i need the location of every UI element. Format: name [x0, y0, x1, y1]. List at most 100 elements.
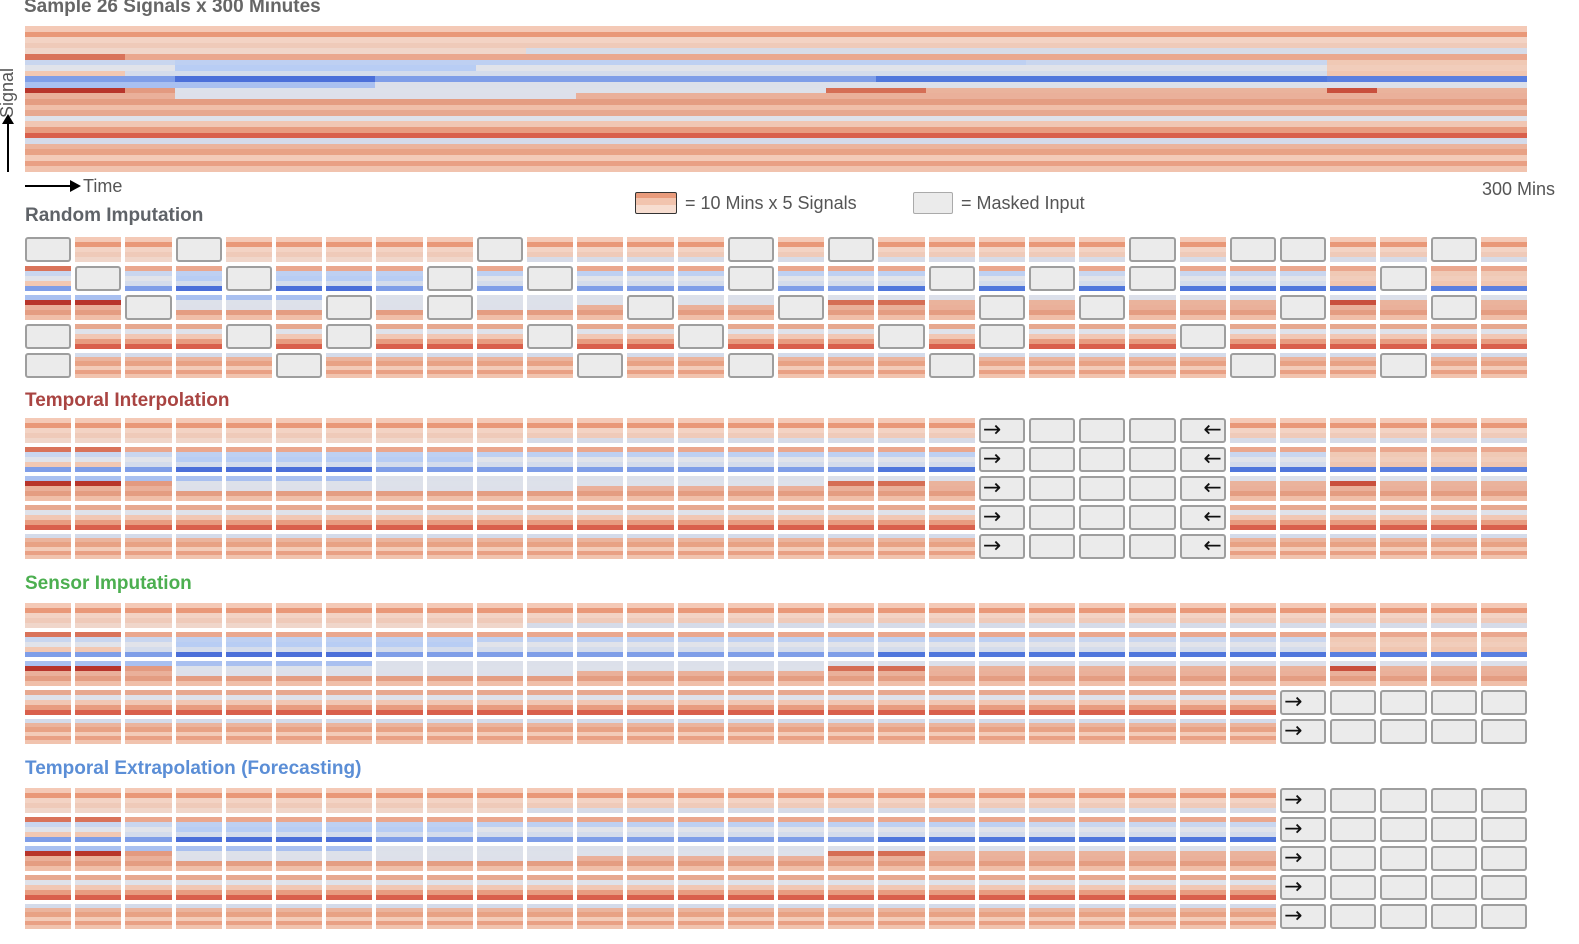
- data-block: [1330, 603, 1377, 628]
- data-block: [1129, 904, 1176, 929]
- data-block: [376, 788, 423, 813]
- data-block: [276, 603, 323, 628]
- arrow-right-icon: →: [982, 418, 1002, 443]
- data-block: [125, 447, 172, 472]
- data-block: [677, 353, 724, 378]
- data-block: [125, 788, 172, 813]
- data-block: [1229, 719, 1276, 744]
- data-block: [677, 719, 724, 744]
- data-block: [175, 690, 222, 715]
- data-block: [727, 324, 774, 349]
- masked-block: →: [978, 476, 1025, 501]
- masked-block: [276, 353, 323, 378]
- data-block: [878, 904, 925, 929]
- heatmap-signal-row: [25, 54, 1527, 60]
- data-block: [125, 875, 172, 900]
- heatmap-signal-row: [25, 132, 1527, 139]
- data-block: [527, 418, 574, 443]
- data-block: [1079, 237, 1126, 262]
- masked-block: [1330, 904, 1377, 929]
- data-block: [1480, 418, 1527, 443]
- data-block: [75, 904, 122, 929]
- data-block: [627, 476, 674, 501]
- masked-block: [677, 324, 724, 349]
- data-block: [476, 661, 523, 686]
- data-block: [727, 476, 774, 501]
- data-block: [828, 295, 875, 320]
- data-block: [225, 476, 272, 501]
- data-block: [1330, 447, 1377, 472]
- masked-block: [75, 266, 122, 291]
- x-axis-end-label: 300 Mins: [1482, 179, 1556, 199]
- data-block: [778, 875, 825, 900]
- data-block: [878, 846, 925, 871]
- data-block: [677, 632, 724, 657]
- heatmap-signal-row: [25, 138, 1527, 144]
- data-block: [878, 447, 925, 472]
- data-block: [1480, 661, 1527, 686]
- data-block: [476, 353, 523, 378]
- data-block: [627, 447, 674, 472]
- data-block: [125, 534, 172, 559]
- data-block: [1330, 418, 1377, 443]
- data-block: [426, 875, 473, 900]
- data-block: [577, 817, 624, 842]
- data-block: [1380, 603, 1427, 628]
- data-block: [25, 690, 72, 715]
- data-block: [376, 237, 423, 262]
- data-block: [75, 846, 122, 871]
- data-block: [1179, 661, 1226, 686]
- data-block: [928, 719, 975, 744]
- data-block: [75, 661, 122, 686]
- data-block: [1380, 505, 1427, 530]
- data-block: [326, 788, 373, 813]
- data-block: [978, 237, 1025, 262]
- data-block: [1330, 505, 1377, 530]
- data-block: [376, 661, 423, 686]
- data-block: [75, 505, 122, 530]
- arrow-right-icon: →: [1284, 788, 1303, 813]
- masked-block: [1380, 266, 1427, 291]
- data-block: [125, 324, 172, 349]
- data-block: [577, 266, 624, 291]
- arrow-left-icon: ←: [1203, 476, 1222, 501]
- data-block: [778, 661, 825, 686]
- masked-block: [1029, 534, 1076, 559]
- data-block: [75, 632, 122, 657]
- data-block: [1380, 324, 1427, 349]
- section-title-sensor-imputation: Sensor Imputation: [25, 573, 192, 594]
- masked-block: [1480, 788, 1527, 813]
- data-block: [1430, 603, 1477, 628]
- data-block: [225, 875, 272, 900]
- masked-block: [627, 295, 674, 320]
- data-block: [828, 632, 875, 657]
- data-block: [978, 603, 1025, 628]
- masked-block: ←: [1179, 418, 1226, 443]
- data-block: [376, 447, 423, 472]
- data-block: [225, 447, 272, 472]
- masked-block: [1129, 237, 1176, 262]
- data-block: [376, 353, 423, 378]
- masked-block: [1430, 846, 1477, 871]
- data-block: [1129, 324, 1176, 349]
- data-block: [276, 324, 323, 349]
- masked-block: →: [978, 418, 1025, 443]
- data-block: [25, 603, 72, 628]
- data-block: [1029, 295, 1076, 320]
- heatmap-signal-row: [25, 110, 1527, 116]
- data-block: [928, 690, 975, 715]
- data-block: [577, 661, 624, 686]
- data-block: [75, 447, 122, 472]
- data-block: [1229, 846, 1276, 871]
- data-block: [1129, 788, 1176, 813]
- masked-block: [1280, 237, 1327, 262]
- data-block: [1029, 817, 1076, 842]
- heatmap-signal-row: [25, 26, 1527, 32]
- data-block: [727, 788, 774, 813]
- data-block: [1129, 603, 1176, 628]
- data-block: [828, 418, 875, 443]
- data-block: [677, 904, 724, 929]
- data-block: [878, 534, 925, 559]
- masked-swatch-icon: [913, 192, 953, 214]
- data-block: [276, 418, 323, 443]
